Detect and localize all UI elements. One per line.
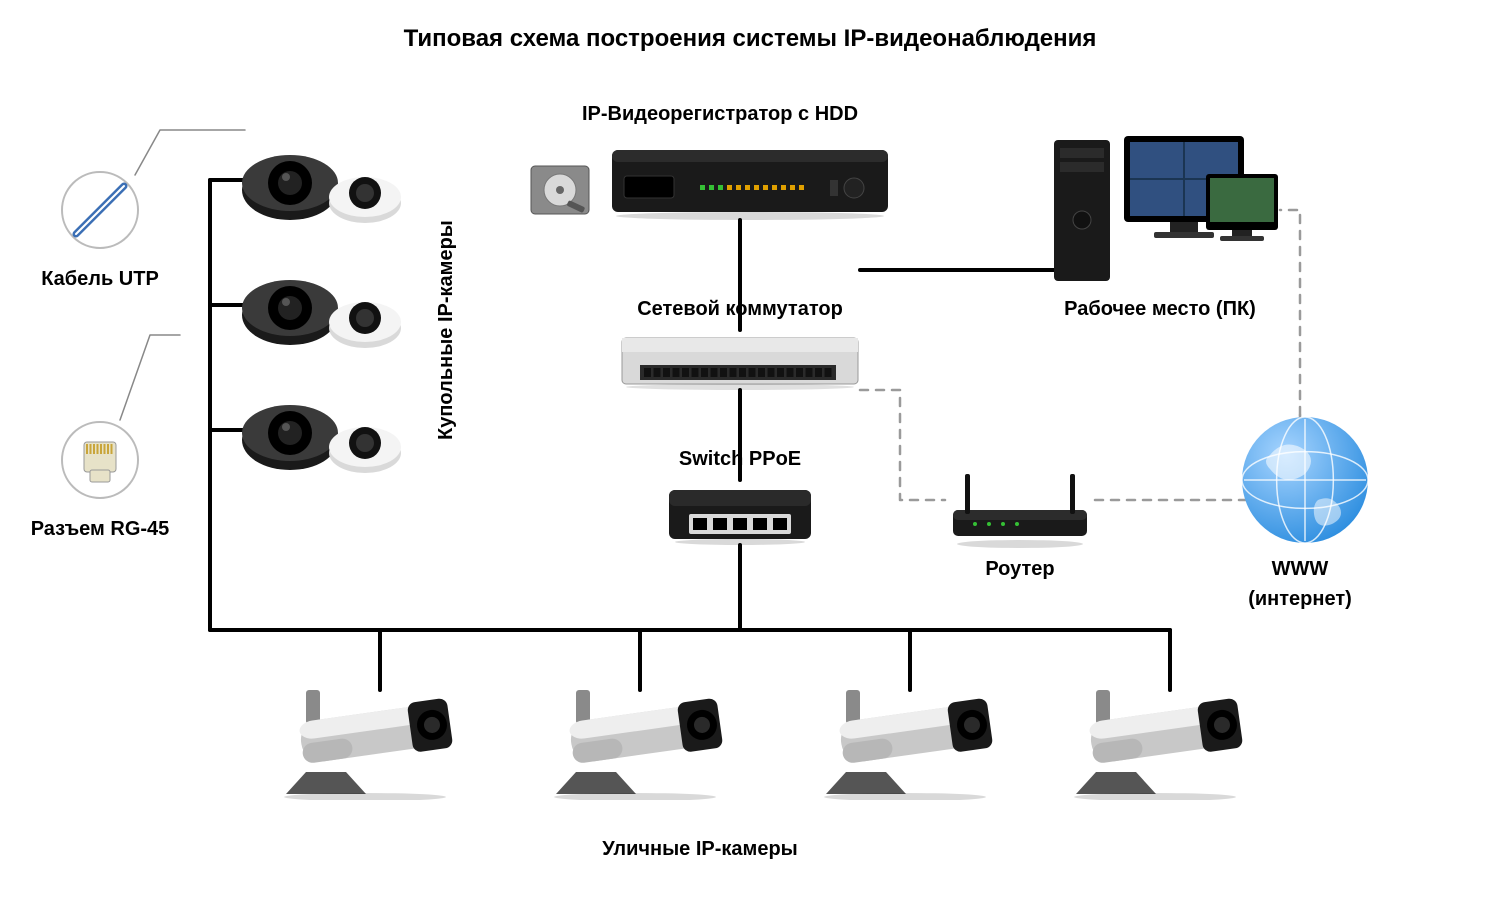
- bullet-camera-3: [810, 680, 1000, 800]
- nvr-device-icon: [610, 140, 890, 220]
- label-poe: Switch PPoE: [570, 448, 910, 471]
- label-www2: (интернет): [1130, 588, 1470, 611]
- label-dome_v: Купольные IP-камеры: [435, 190, 458, 470]
- network-switch-icon: [620, 330, 860, 390]
- label-switch: Сетевой коммутатор: [570, 298, 910, 321]
- label-www1: WWW: [1130, 558, 1470, 581]
- diagram-title: Типовая схема построения системы IP-виде…: [350, 25, 1150, 53]
- label-nvr: IP-Видеорегистратор c HDD: [550, 103, 890, 126]
- dome-camera-1: [240, 135, 410, 225]
- hdd-icon: [525, 160, 595, 220]
- label-pc: Рабочее место (ПК): [990, 298, 1330, 321]
- rj45-connector-icon: [60, 420, 140, 500]
- bullet-camera-2: [540, 680, 730, 800]
- bullet-camera-1: [270, 680, 460, 800]
- dome-camera-3: [240, 385, 410, 475]
- poe-switch-icon: [665, 480, 815, 545]
- internet-globe-icon: [1240, 415, 1370, 545]
- workstation-icon: [1050, 130, 1280, 285]
- dome-camera-2: [240, 260, 410, 350]
- router-icon: [945, 470, 1095, 550]
- label-utp: Кабель UTP: [0, 268, 270, 291]
- bullet-camera-4: [1060, 680, 1250, 800]
- utp-cable-icon: [60, 170, 140, 250]
- label-street: Уличные IP-камеры: [530, 838, 870, 861]
- label-rj45: Разъем RG-45: [0, 518, 270, 541]
